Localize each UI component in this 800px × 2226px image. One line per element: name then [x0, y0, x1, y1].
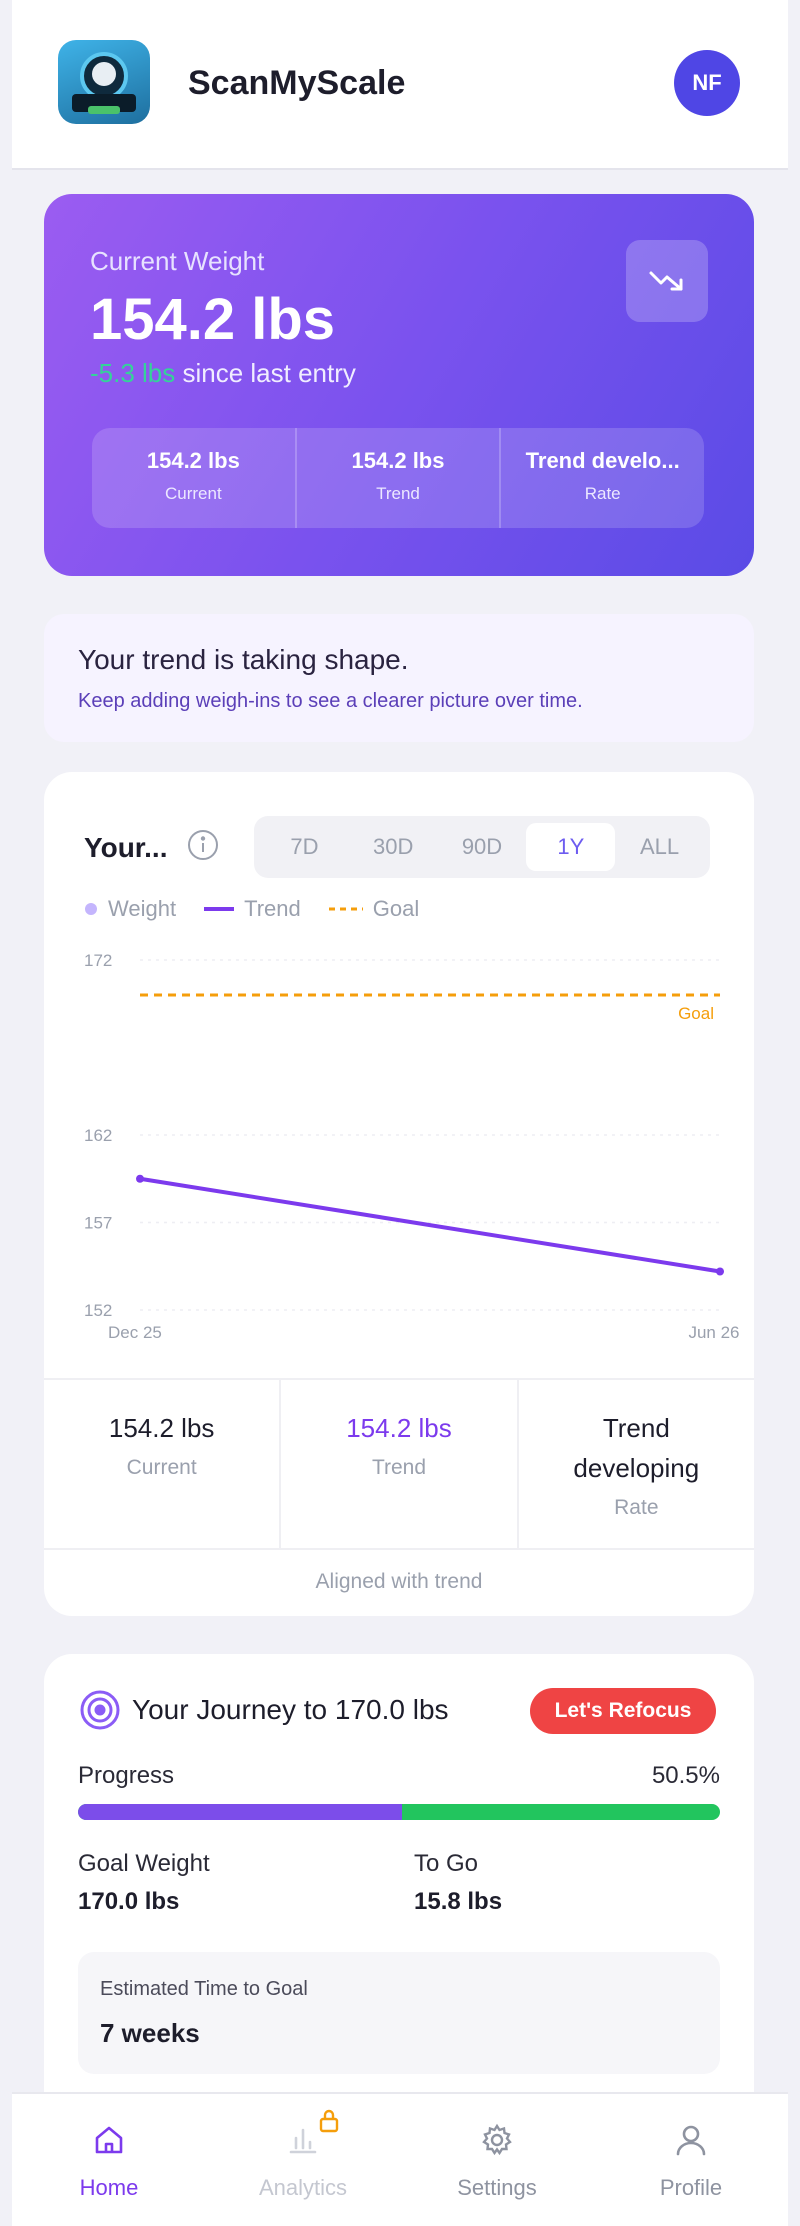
nav-analytics-label: Analytics	[258, 2175, 348, 2200]
progress-bar-fill	[78, 1804, 403, 1820]
weight-chart: 152 157 162 172 Dec 25 Jun 26 Goal	[84, 951, 740, 1342]
eta-label: Estimated Time to Goal	[100, 1978, 308, 2000]
chart-stat-label: Rate	[614, 1496, 659, 1519]
chart-stat-value: 154.2 lbs	[346, 1413, 452, 1443]
trend-down-button[interactable]	[626, 240, 708, 322]
range-tab-all[interactable]: ALL	[640, 834, 680, 859]
chart-stats: 154.2 lbs Current 154.2 lbs Trend Trend …	[44, 1378, 754, 1548]
user-icon	[676, 2125, 706, 2156]
eta-value: 7 weeks	[100, 2018, 200, 2048]
progress-label: Progress	[78, 1762, 175, 1789]
delta-suffix: since last entry	[175, 358, 356, 388]
hero-stat-value: Trend develo...	[525, 448, 680, 473]
app-header: ScanMyScale NF	[12, 0, 788, 170]
range-tab-1y[interactable]: 1Y	[526, 823, 616, 871]
trend-info-banner: Your trend is taking shape. Keep adding …	[44, 614, 754, 742]
hero-stat-label: Current	[164, 484, 222, 503]
lock-icon	[319, 2109, 339, 2133]
y-tick-label: 152	[84, 1301, 112, 1320]
chart-stat-rate: Trend developing Rate	[519, 1380, 754, 1548]
goal-line-label: Goal	[678, 1004, 714, 1023]
chart-title: Your...	[84, 832, 168, 863]
eta-box: Estimated Time to Goal 7 weeks	[78, 1952, 720, 2074]
chart-legend: Weight Trend Goal	[84, 896, 419, 922]
legend-goal-line	[328, 907, 363, 911]
hero-stats: 154.2 lbs Current 154.2 lbs Trend Trend …	[92, 428, 704, 528]
chart-stat-value: 154.2 lbs	[108, 1413, 215, 1443]
trend-line	[138, 1176, 722, 1274]
y-tick-label: 157	[84, 1214, 112, 1233]
refocus-badge: Let's Refocus	[530, 1688, 716, 1734]
hero-stat-trend: 154.2 lbs Trend	[297, 428, 502, 528]
gear-icon	[482, 2123, 512, 2156]
progress-percent: 50.5%	[651, 1762, 720, 1789]
info-title: Your trend is taking shape.	[78, 644, 409, 675]
nav-analytics[interactable]: Analytics	[206, 2094, 400, 2226]
weight-delta: -5.3 lbs since last entry	[90, 358, 356, 389]
nav-settings[interactable]: Settings	[400, 2094, 594, 2226]
hero-stat-rate: Trend develo... Rate	[501, 428, 704, 528]
app-name: ScanMyScale	[188, 64, 406, 102]
range-tabs: 7D 30D 90D 1Y ALL	[254, 816, 710, 878]
info-subtitle: Keep adding weigh-ins to see a clearer p…	[78, 690, 583, 712]
hero-stat-value: 154.2 lbs	[146, 448, 240, 473]
info-icon[interactable]	[186, 828, 220, 862]
nav-home-label: Home	[79, 2175, 139, 2200]
hero-stat-label: Rate	[584, 484, 621, 503]
chart-stat-label: Trend	[371, 1456, 427, 1479]
trend-point	[136, 1174, 144, 1183]
y-tick-label: 162	[84, 1126, 112, 1145]
goal-journey-card: Your Journey to 170.0 lbs Let's Refocus …	[44, 1654, 754, 2094]
nav-settings-label: Settings	[457, 2175, 537, 2200]
chart-stat-label: Current	[126, 1456, 197, 1479]
chart-stat-value: Trend developing	[573, 1413, 700, 1483]
trend-down-icon	[649, 271, 683, 291]
bottom-nav: Home Analytics Settings Profile	[12, 2092, 788, 2226]
x-tick-label: Dec 25	[108, 1323, 162, 1342]
range-tab-90d[interactable]: 90D	[461, 834, 503, 859]
trend-point	[716, 1267, 724, 1276]
home-icon	[95, 2126, 123, 2154]
x-tick-label: Jun 26	[688, 1323, 739, 1342]
y-tick-label: 172	[84, 951, 112, 970]
nav-profile[interactable]: Profile	[594, 2094, 788, 2226]
journey-title: Your Journey to 170.0 lbs	[132, 1694, 449, 1725]
goal-weight-value: 170.0 lbs	[78, 1888, 180, 1915]
chart-stat-current: 154.2 lbs Current	[44, 1380, 282, 1548]
legend-goal: Goal	[328, 896, 420, 922]
progress-bar	[78, 1804, 720, 1820]
target-icon	[80, 1690, 120, 1730]
legend-weight: Weight	[84, 896, 176, 922]
legend-weight-dot	[85, 903, 97, 915]
hero-stat-label: Trend	[376, 484, 420, 503]
avatar[interactable]: NF	[674, 50, 740, 116]
to-go-value: 15.8 lbs	[414, 1888, 503, 1915]
nav-home[interactable]: Home	[12, 2094, 206, 2226]
bar-chart-icon	[289, 2128, 317, 2154]
goal-weight-label: Goal Weight	[78, 1850, 210, 1877]
range-tab-30d[interactable]: 30D	[373, 834, 414, 859]
legend-trend-label: Trend	[244, 896, 301, 921]
chart-stat-trend: 154.2 lbs Trend	[281, 1380, 519, 1548]
nav-profile-label: Profile	[659, 2175, 723, 2200]
legend-trend: Trend	[204, 896, 301, 922]
weight-chart-card: Your... 7D 30D 90D 1Y ALL Weight Trend G…	[44, 772, 754, 1616]
hero-stat-current: 154.2 lbs Current	[92, 428, 297, 528]
legend-trend-line	[204, 907, 235, 911]
to-go-label: To Go	[414, 1850, 479, 1877]
legend-weight-label: Weight	[108, 896, 177, 921]
app-logo	[58, 40, 150, 124]
current-weight-value: 154.2 lbs	[90, 287, 336, 352]
current-weight-label: Current Weight	[90, 246, 265, 276]
legend-goal-label: Goal	[372, 896, 420, 921]
hero-stat-value: 154.2 lbs	[351, 448, 445, 473]
range-tab-7d[interactable]: 7D	[290, 834, 319, 859]
delta-value: -5.3 lbs	[90, 358, 176, 388]
current-weight-card: Current Weight 154.2 lbs -5.3 lbs since …	[44, 194, 754, 576]
trend-alignment-status: Aligned with trend	[44, 1548, 754, 1616]
